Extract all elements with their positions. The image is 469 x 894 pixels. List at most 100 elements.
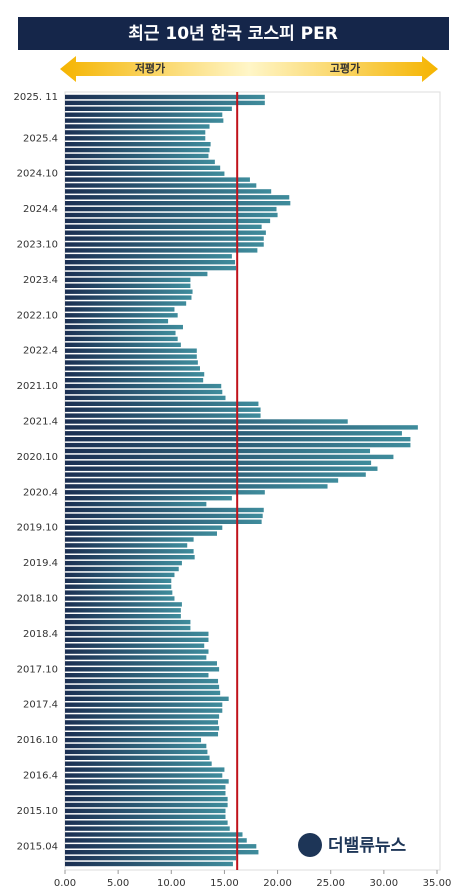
- bar: [65, 171, 225, 176]
- bar: [65, 177, 250, 182]
- bar: [65, 124, 210, 129]
- y-tick-label: 2017.4: [23, 700, 58, 711]
- bar: [65, 625, 191, 631]
- bar: [65, 472, 366, 477]
- bar: [65, 631, 209, 637]
- bar: [65, 796, 228, 802]
- y-tick-label: 2015.04: [17, 841, 58, 852]
- x-tick-label: 5.00: [107, 878, 129, 889]
- bar: [65, 366, 200, 371]
- bar: [65, 212, 278, 218]
- bar: [65, 614, 181, 619]
- bar: [65, 324, 183, 330]
- bar: [65, 106, 232, 111]
- bar: [65, 100, 265, 106]
- bar: [65, 118, 224, 123]
- bar: [65, 425, 418, 430]
- bar: [65, 507, 264, 513]
- bar: [65, 147, 210, 153]
- bar: [65, 289, 193, 294]
- bar: [65, 142, 211, 147]
- bar: [65, 496, 232, 501]
- bar: [65, 779, 229, 784]
- high-label: 고평가: [330, 61, 360, 75]
- bar: [65, 531, 217, 536]
- y-tick-label: 2021.10: [17, 381, 58, 392]
- bar: [65, 690, 221, 696]
- chart-title: 최근 10년 한국 코스피 PER: [128, 24, 338, 44]
- bar: [65, 661, 217, 666]
- y-tick-label: 2022.10: [17, 310, 58, 321]
- bar: [65, 749, 208, 755]
- y-tick-label: 2019.10: [17, 523, 58, 534]
- bar: [65, 395, 226, 401]
- bar: [65, 732, 219, 737]
- y-tick-label: 2022.4: [23, 346, 58, 357]
- bar: [65, 313, 178, 318]
- bar: [65, 159, 215, 165]
- bar: [65, 460, 372, 465]
- bar: [65, 543, 188, 548]
- bar: [65, 236, 264, 241]
- y-tick-label: 2025. 11: [13, 92, 58, 103]
- bar: [65, 360, 198, 365]
- bar: [65, 136, 206, 141]
- low-label: 저평가: [135, 61, 165, 75]
- bar: [65, 814, 226, 819]
- x-tick-label: 10.00: [157, 878, 186, 889]
- bar: [65, 419, 348, 424]
- y-tick-label: 2015.10: [17, 806, 58, 817]
- bar: [65, 478, 339, 483]
- y-tick-label: 2025.4: [23, 133, 58, 144]
- bar: [65, 861, 233, 867]
- bar: [65, 850, 259, 855]
- bar: [65, 714, 220, 719]
- bar: [65, 218, 271, 224]
- x-tick-label: 30.00: [370, 878, 399, 889]
- bar: [65, 206, 277, 212]
- bar: [65, 301, 187, 306]
- bar: [65, 773, 223, 778]
- bar: [65, 696, 229, 701]
- bar: [65, 743, 207, 749]
- y-tick-label: 2016.4: [23, 771, 58, 782]
- logo-icon: [298, 833, 322, 857]
- bar: [65, 260, 236, 265]
- x-tick-label: 25.00: [316, 878, 345, 889]
- bar: [65, 590, 173, 595]
- bar: [65, 189, 272, 194]
- bar: [65, 378, 204, 383]
- bar: [65, 94, 265, 100]
- bar: [65, 702, 223, 707]
- bar: [65, 673, 209, 678]
- bar: [65, 608, 181, 613]
- y-tick-label: 2024.10: [17, 169, 58, 180]
- bar: [65, 855, 237, 861]
- bar: [65, 667, 220, 672]
- bar: [65, 572, 175, 578]
- bar: [65, 637, 209, 642]
- bar: [65, 383, 222, 389]
- bar: [65, 466, 378, 471]
- bar: [65, 283, 191, 288]
- bar: [65, 560, 182, 566]
- y-tick-label: 2018.4: [23, 629, 58, 640]
- bar: [65, 130, 206, 135]
- bar: [65, 336, 178, 342]
- bar: [65, 307, 175, 312]
- valuation-arrow: [60, 56, 438, 82]
- bar: [65, 183, 257, 188]
- bar: [65, 413, 261, 418]
- x-tick-label: 0.00: [54, 878, 76, 889]
- y-tick-label: 2023.10: [17, 240, 58, 251]
- bar: [65, 678, 219, 684]
- bar: [65, 319, 169, 324]
- y-tick-label: 2020.4: [23, 487, 58, 498]
- bar: [65, 431, 402, 436]
- bar: [65, 832, 243, 837]
- bar: [65, 265, 237, 271]
- bar: [65, 838, 247, 843]
- bar: [65, 566, 179, 572]
- bar: [65, 342, 181, 347]
